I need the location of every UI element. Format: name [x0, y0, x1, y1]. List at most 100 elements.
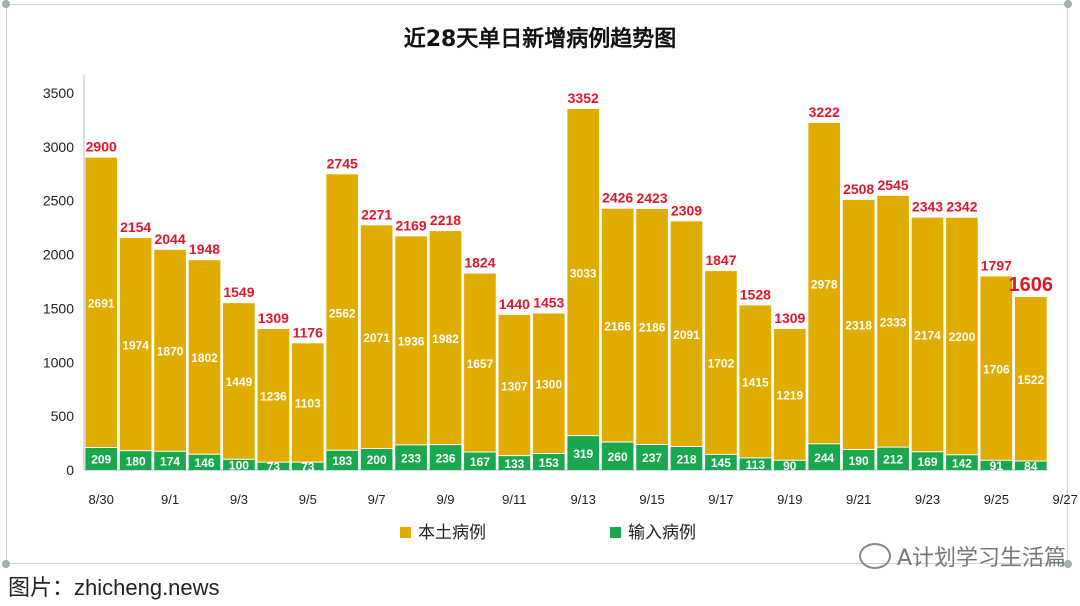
- data-label-imported: 73: [267, 460, 281, 474]
- x-tick-label: 9/27: [1053, 492, 1078, 507]
- resize-handle-bottom-right[interactable]: [1064, 560, 1072, 568]
- data-label-local: 2978: [811, 277, 838, 291]
- resize-handle-bottom-left[interactable]: [2, 560, 10, 568]
- bar-local: [395, 236, 427, 445]
- bar-imported: [360, 448, 393, 470]
- data-label-total: 2154: [120, 219, 151, 235]
- data-label-total: 2044: [154, 231, 185, 247]
- data-label-local: 2166: [604, 319, 631, 333]
- x-tick-label: 9/23: [915, 492, 940, 507]
- bar-local: [291, 343, 324, 463]
- data-label-imported: 91: [990, 459, 1004, 473]
- y-tick-label: 1000: [43, 354, 74, 370]
- x-tick-label: 9/11: [502, 492, 526, 507]
- bar-local: [85, 157, 118, 448]
- data-label-imported: 146: [194, 456, 214, 470]
- bar-imported: [946, 454, 978, 470]
- data-label-local: 1974: [122, 338, 149, 352]
- x-tick-label: 9/9: [436, 492, 454, 507]
- data-label-local: 1300: [535, 378, 562, 392]
- bar-imported: [567, 435, 600, 470]
- bar-imported: [670, 446, 703, 470]
- legend-swatch: [610, 527, 621, 538]
- data-label-imported: 169: [917, 455, 937, 469]
- bar-imported: [154, 451, 186, 470]
- bar-local: [808, 122, 841, 444]
- y-tick-label: 3500: [43, 85, 74, 101]
- y-tick-label: 2500: [43, 193, 74, 209]
- data-label-local: 2691: [88, 297, 115, 311]
- bar-local: [567, 108, 600, 436]
- data-label-imported: 319: [573, 447, 593, 461]
- data-label-total: 1176: [293, 324, 324, 340]
- bar-imported: [705, 454, 737, 470]
- data-label-local: 2174: [914, 329, 941, 343]
- bar-imported: [1014, 460, 1047, 470]
- data-label-imported: 113: [746, 458, 766, 472]
- data-label-imported: 190: [849, 454, 869, 468]
- data-label-local: 2186: [639, 321, 666, 335]
- bar-imported: [326, 450, 359, 470]
- data-label-total: 2426: [602, 190, 633, 206]
- data-label-imported: 174: [160, 455, 180, 469]
- bar-imported: [532, 453, 565, 470]
- data-label-local: 2562: [329, 306, 356, 320]
- data-label-local: 1415: [742, 376, 769, 390]
- data-label-total: 1453: [533, 294, 564, 310]
- data-label-local: 3033: [570, 266, 597, 280]
- data-label-total: 1948: [189, 241, 220, 257]
- data-label-imported: 100: [229, 459, 249, 473]
- legend-label: 本土病例: [418, 523, 486, 543]
- data-label-imported: 84: [1024, 459, 1038, 473]
- y-tick-label: 2000: [43, 247, 74, 263]
- wechat-logo-icon: [858, 543, 891, 569]
- data-label-total: 2343: [912, 199, 943, 215]
- data-label-total: 2169: [395, 217, 426, 233]
- bar-local: [911, 217, 944, 452]
- bar-imported: [877, 447, 909, 470]
- bar-imported: [980, 460, 1013, 470]
- bar-local: [1014, 297, 1047, 461]
- data-label-local: 1982: [432, 332, 459, 346]
- bar-imported: [739, 457, 772, 470]
- data-label-imported: 90: [783, 459, 797, 473]
- bar-local: [360, 225, 393, 449]
- data-label-local: 1802: [191, 351, 218, 365]
- bar-local: [154, 249, 186, 452]
- x-tick-label: 9/5: [299, 492, 317, 507]
- data-label-local: 1936: [398, 335, 425, 349]
- bar-imported: [85, 447, 118, 470]
- legend-label: 输入病例: [628, 523, 696, 543]
- data-label-total: 1309: [258, 310, 289, 326]
- data-label-imported: 133: [504, 457, 524, 471]
- bar-imported: [601, 441, 634, 470]
- bar-imported: [842, 449, 875, 470]
- resize-handle-top-left[interactable]: [2, 0, 10, 8]
- bar-imported: [808, 443, 841, 470]
- bar-imported: [119, 450, 152, 470]
- y-tick-label: 500: [51, 408, 75, 424]
- bar-imported: [395, 444, 427, 470]
- data-label-imported: 236: [435, 451, 455, 465]
- data-label-total: 3222: [809, 104, 840, 120]
- data-label-imported: 209: [91, 453, 111, 467]
- data-label-imported: 260: [608, 450, 628, 464]
- data-label-local: 2333: [880, 316, 907, 330]
- bar-imported: [257, 462, 290, 470]
- x-tick-label: 9/19: [777, 492, 802, 507]
- bar-imported: [636, 444, 668, 470]
- bar-local: [877, 195, 909, 448]
- data-label-imported: 167: [470, 455, 490, 469]
- data-label-local: 1236: [260, 390, 287, 404]
- data-label-local: 1307: [501, 379, 528, 393]
- data-label-total: 2508: [843, 181, 874, 197]
- bar-imported: [911, 451, 944, 470]
- data-label-imported: 153: [539, 456, 559, 470]
- legend-swatch: [400, 527, 411, 538]
- data-label-local: 2318: [845, 319, 872, 333]
- y-tick-label: 3000: [43, 139, 74, 155]
- resize-handle-top-right[interactable]: [1064, 0, 1072, 8]
- data-label-imported: 142: [952, 456, 972, 470]
- data-label-total: 1797: [981, 257, 1012, 273]
- data-label-imported: 233: [401, 451, 421, 465]
